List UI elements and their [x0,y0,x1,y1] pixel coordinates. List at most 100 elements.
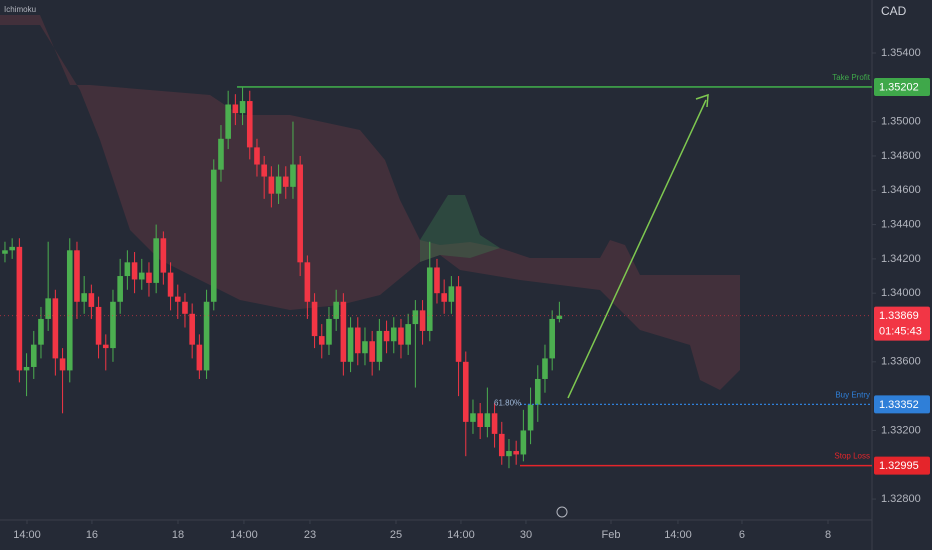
candle-body [347,327,354,362]
candle-body [282,176,289,187]
level-name: Buy Entry [835,390,870,399]
last-price-box [874,306,930,341]
candle-body [138,272,145,280]
candle-body [146,272,152,283]
candle-body [167,272,174,297]
candle-body [182,301,188,314]
candle-body [196,344,203,371]
candle-body [52,298,59,359]
ichimoku-cloud-green [420,195,500,262]
candle-body [390,327,397,342]
y-tick-label: 1.33200 [881,424,921,436]
candle-body [30,344,37,367]
candle-body [556,315,563,319]
candle-body [210,169,217,302]
candle-body [261,164,267,177]
candle-body [506,451,512,457]
candle-body [354,327,361,354]
candle-body [477,413,483,428]
candle-body [290,164,296,187]
candle-body [412,310,419,325]
x-tick-label: 14:00 [664,529,692,541]
candle-body [426,267,433,331]
candle-body [124,262,131,277]
candle-body [311,301,318,337]
candle-body [174,296,181,302]
countdown-label: 01:45:43 [879,326,922,338]
level-price: 1.32995 [879,460,919,472]
candle-body [246,101,253,148]
candle-body [16,246,23,371]
candle-body [419,310,426,331]
x-tick-label: 23 [304,529,316,541]
candle-body [304,262,311,302]
candle-body [462,361,469,422]
y-tick-label: 1.33600 [881,356,921,368]
x-tick-label: 18 [172,529,184,541]
x-tick-label: 30 [520,529,532,541]
candle-body [520,430,527,455]
candle-body [340,301,347,362]
candle-body [74,250,80,302]
candle-body [318,336,325,345]
candle-body [333,301,339,319]
candle-body [491,413,498,434]
candle-body [153,238,159,283]
y-tick-label: 1.35400 [881,47,921,59]
level-price-box [874,456,930,475]
candle-body [405,324,411,345]
y-tick-label: 1.34200 [881,253,921,265]
x-tick-label: Feb [602,529,621,541]
candle-body [455,286,462,362]
candle-body [470,413,476,422]
event-icon[interactable] [556,506,568,518]
candle-body [9,246,15,251]
candle-body [297,164,303,263]
candle-body [513,451,519,455]
candle-body [2,250,8,254]
candle-body [81,293,87,302]
candle-body [254,147,260,165]
candle-body [527,404,534,431]
projection-arrow [567,99,707,399]
level-price-box [874,395,930,414]
candle-body [23,366,30,371]
fib-label: 61.80% [494,398,521,407]
candle-body [275,176,282,194]
indicator-label: Ichimoku [4,5,36,14]
candle-body [362,341,368,354]
candle-body [434,267,440,294]
candle-body [239,101,246,114]
x-tick-label: 16 [86,529,98,541]
candle-body [498,433,505,457]
candle-body [45,298,51,319]
candle-body [117,276,123,302]
y-tick-label: 1.32800 [881,493,921,505]
candle-body [383,330,390,342]
candle-body [110,301,116,349]
currency-label: CAD [881,4,907,18]
candle-body [160,238,167,273]
level-price: 1.33352 [879,399,919,411]
candle-body [131,262,138,280]
candle-body [534,378,541,405]
y-tick-label: 1.34600 [881,184,921,196]
candle-body [66,250,73,371]
candle-body [189,313,195,345]
ichimoku-cloud-red [0,15,740,390]
candle-body [398,327,404,345]
y-tick-label: 1.34400 [881,218,921,230]
candle-body [441,293,447,302]
candle-body [549,318,555,359]
candle-body [203,301,210,371]
x-tick-label: 14:00 [13,529,41,541]
level-price-box [874,77,930,96]
level-price: 1.35202 [879,81,919,93]
candle-body [88,293,95,307]
candle-body [232,104,239,114]
candle-body [218,138,224,170]
candle-body [59,358,66,371]
candle-body [268,176,275,194]
